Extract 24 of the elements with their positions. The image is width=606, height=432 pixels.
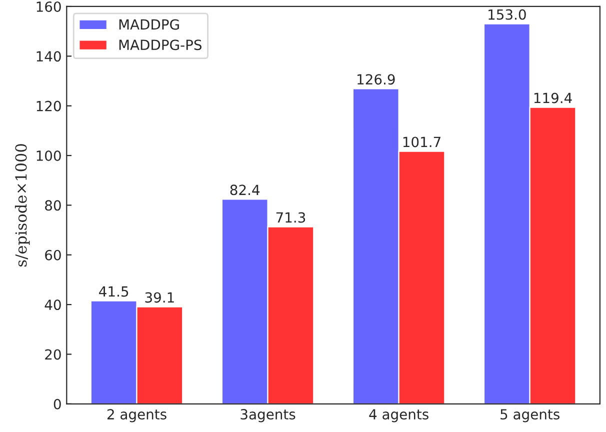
y-tick-label: 140	[36, 51, 61, 62]
y-tick-label: 120	[36, 100, 61, 112]
y-tick-label: 60	[45, 250, 61, 260]
y-tick-label: 100	[36, 150, 61, 161]
y-tick-label: 160	[36, 1, 61, 12]
x-tick-label: 3agents	[240, 409, 296, 422]
data-label: 153.0	[488, 9, 526, 20]
data-label: 119.4	[534, 92, 572, 104]
legend-label: MADDPG-PS	[119, 40, 202, 50]
data-label: 71.3	[276, 212, 306, 223]
y-tick-label: 80	[45, 200, 61, 211]
data-label: 41.5	[99, 286, 128, 297]
y-tick-label: 40	[44, 300, 61, 310]
data-label: 39.1	[145, 292, 174, 303]
data-label: 82.4	[230, 184, 260, 196]
y-tick-label: 20	[45, 349, 61, 360]
x-tick-label: 5 agents	[500, 409, 560, 422]
x-tick-label: 2 agents	[107, 409, 166, 422]
data-label: 101.7	[403, 136, 440, 148]
legend-label: MADDPG	[119, 19, 179, 30]
data-label: 126.9	[358, 74, 395, 85]
x-tick-label: 4 agents	[369, 409, 428, 422]
y-tick-label: 0	[54, 398, 61, 410]
y-axis-title: s/episode×1000	[14, 144, 30, 266]
